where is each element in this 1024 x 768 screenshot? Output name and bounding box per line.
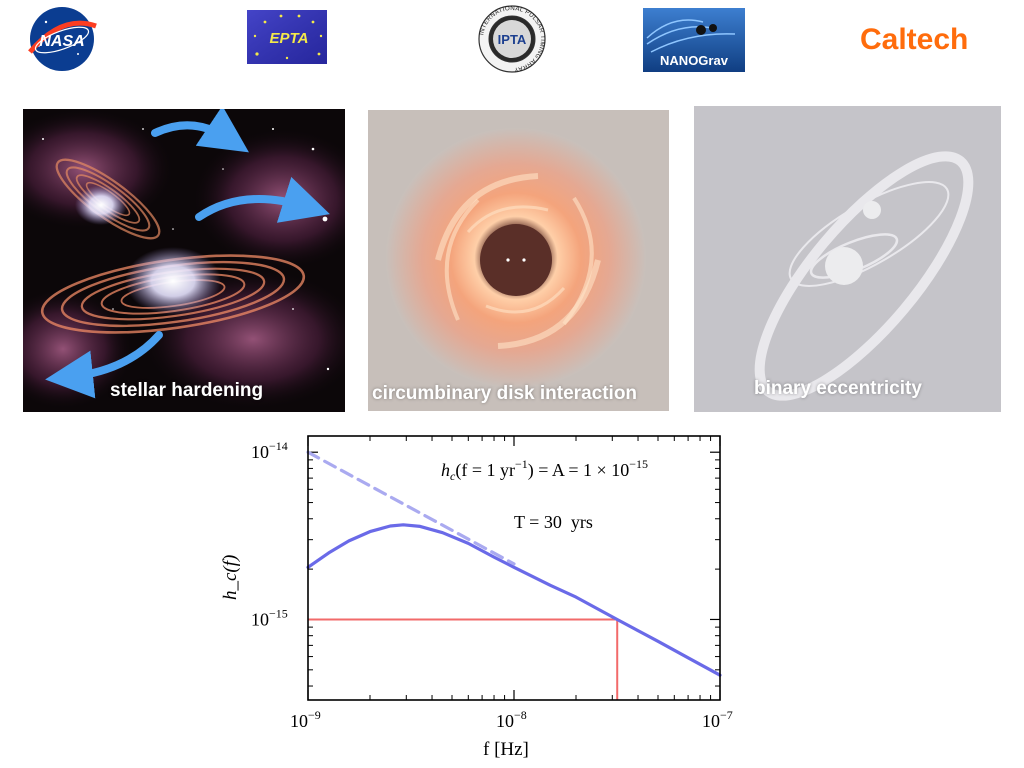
nasa-logo: NASA: [28, 7, 97, 71]
ipta-logo-text: IPTA: [498, 32, 527, 47]
chart-annotation-amplitude: hc(f = 1 yr−1) = A = 1 × 10−15: [441, 457, 648, 483]
circumbinary-disk-panel: circumbinary disk interaction: [368, 110, 669, 411]
annotation-rhs: ) = A = 1 × 10: [528, 460, 629, 481]
epta-logo-text: EPTA: [270, 30, 309, 47]
x-tick-label: 10−9: [290, 708, 321, 731]
nasa-logo-text: NASA: [39, 33, 84, 50]
stellar-hardening-panel: stellar hardening: [23, 109, 345, 412]
nanograv-logo-text: NANOGrav: [660, 53, 729, 68]
ipta-logo: INTERNATIONAL PULSAR TIMING ARRAY IPTA: [478, 5, 545, 73]
panel-caption-circumbinary-disk: circumbinary disk interaction: [372, 383, 638, 404]
reference-lines: [308, 618, 619, 700]
annotation-mid: (f = 1 yr: [455, 460, 515, 481]
caltech-logo-text: Caltech: [860, 23, 968, 56]
stellar-hardening-illustration: [23, 109, 345, 412]
series-line-power-law: [306, 450, 516, 566]
series-line-spectrum: [306, 523, 722, 677]
binary-eccentricity-panel: binary eccentricity: [694, 106, 1001, 412]
panel-caption-binary-eccentricity: binary eccentricity: [754, 378, 922, 399]
y-tick-label: 10−14: [251, 439, 288, 462]
annotation-sub: c: [450, 469, 456, 483]
chart-annotation-timespan: T = 30 yrs: [514, 512, 593, 532]
annotation-sup2: −15: [629, 457, 648, 471]
caltech-logo: Caltech: [860, 23, 968, 56]
x-tick-label: 10−7: [702, 708, 733, 731]
nanograv-logo: NANOGrav: [643, 8, 745, 72]
panel-caption-stellar-hardening: stellar hardening: [110, 380, 264, 401]
annotation-h: h: [441, 460, 450, 480]
plot-frame: [307, 435, 721, 701]
x-tick-label: 10−8: [496, 708, 527, 731]
y-axis-label: h_c(f): [220, 555, 241, 600]
x-axis-label: f [Hz]: [483, 739, 529, 760]
y-tick-label: 10−15: [251, 606, 288, 629]
annotation-sup1: −1: [515, 457, 528, 471]
epta-logo: EPTA: [247, 10, 327, 64]
circumbinary-disk-illustration: [368, 110, 669, 411]
binary-eccentricity-illustration: [694, 106, 1001, 412]
